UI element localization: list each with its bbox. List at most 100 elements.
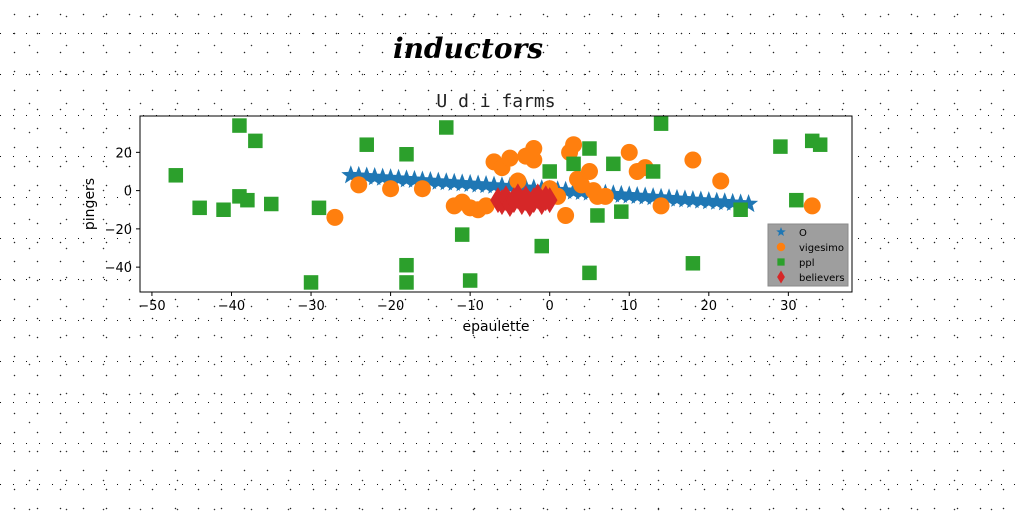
x-tick-label: −50 — [138, 299, 165, 314]
star-point — [659, 188, 679, 207]
y-tick-label: −20 — [105, 223, 132, 238]
square-point — [566, 156, 581, 172]
series-believers — [490, 183, 558, 217]
x-tick-label: −20 — [377, 299, 404, 314]
axis-ticks: −50 −40 −30 −20 −10 0 10 20 30 −40 −20 0 20 — [105, 146, 797, 314]
circle-point — [477, 197, 495, 215]
square-point — [812, 137, 828, 152]
legend-label: ppl — [799, 258, 814, 269]
chart-title: U d i farms — [436, 91, 555, 112]
star-point — [627, 185, 647, 205]
star-point — [357, 166, 377, 185]
star-point — [381, 168, 401, 187]
square-point — [614, 204, 629, 219]
circle-point — [557, 206, 575, 224]
legend-marker — [777, 270, 785, 284]
square-point — [399, 275, 414, 290]
star-point — [707, 191, 727, 210]
star-point — [564, 181, 584, 200]
star-point — [404, 169, 424, 188]
square-point — [454, 227, 470, 242]
square-point — [606, 156, 621, 172]
star-point — [460, 173, 480, 192]
square-point — [232, 118, 247, 133]
star-point — [556, 180, 576, 199]
circle-point — [501, 149, 519, 167]
star-point — [396, 169, 417, 188]
square-point — [168, 168, 184, 183]
x-tick-label: −40 — [218, 299, 245, 314]
series-ppl — [168, 116, 828, 290]
square-point — [311, 200, 327, 216]
y-axis-label: pingers — [82, 178, 98, 230]
star-point — [500, 176, 520, 195]
square-point — [439, 120, 454, 135]
square-point — [399, 257, 414, 273]
star-point — [731, 193, 751, 212]
y-tick-label: −40 — [105, 261, 132, 276]
x-tick-label: −30 — [297, 299, 324, 314]
circle-point — [620, 143, 638, 161]
star-point — [412, 170, 432, 189]
x-axis-label: epaulette — [462, 319, 529, 335]
star-point — [420, 171, 440, 190]
figure-suptitle: inductors — [393, 32, 543, 65]
square-point — [264, 196, 279, 212]
circle-point — [350, 176, 368, 194]
circle-point — [684, 151, 702, 169]
star-point — [691, 190, 711, 209]
x-tick-label: 0 — [546, 299, 554, 314]
y-tick-label: 20 — [115, 146, 132, 161]
circle-point — [413, 180, 431, 198]
star-point — [389, 168, 409, 187]
star-point — [635, 186, 655, 205]
star-point — [611, 184, 631, 203]
star-point — [341, 165, 361, 184]
square-point — [534, 238, 549, 254]
square-point — [399, 147, 414, 162]
star-point — [683, 189, 703, 209]
data-marks — [168, 116, 828, 290]
square-point — [240, 192, 255, 208]
circle-point — [803, 197, 821, 215]
square-point — [685, 256, 701, 271]
legend-marker — [776, 242, 786, 252]
star-point — [349, 165, 369, 184]
legend-marker — [776, 227, 786, 237]
star-point — [476, 175, 496, 194]
circle-point — [565, 136, 583, 154]
square-point — [789, 192, 804, 208]
star-point — [428, 171, 448, 190]
diamond-point — [541, 187, 558, 214]
star-point — [699, 191, 719, 210]
square-point — [645, 164, 661, 179]
square-point — [303, 275, 319, 290]
square-point — [653, 116, 669, 131]
star-point — [444, 172, 464, 191]
legend-label: vigesimo — [799, 243, 844, 254]
square-point — [192, 200, 207, 216]
star-point — [436, 172, 456, 191]
circle-point — [326, 208, 344, 226]
star-point — [603, 184, 623, 203]
square-point — [773, 139, 788, 154]
star-point — [723, 192, 743, 211]
x-tick-label: 10 — [621, 299, 638, 314]
x-tick-label: 30 — [780, 299, 797, 314]
star-point — [492, 176, 512, 195]
legend-label: O — [799, 228, 807, 239]
legend-marker — [777, 258, 785, 266]
circle-point — [509, 172, 527, 190]
square-point — [248, 133, 263, 149]
square-point — [462, 273, 478, 288]
square-point — [582, 265, 597, 281]
square-point — [542, 164, 557, 179]
star-point — [484, 175, 504, 194]
square-point — [590, 208, 605, 223]
star-point — [715, 192, 735, 211]
star-point — [468, 174, 488, 193]
square-point — [582, 141, 597, 156]
square-point — [733, 202, 748, 217]
